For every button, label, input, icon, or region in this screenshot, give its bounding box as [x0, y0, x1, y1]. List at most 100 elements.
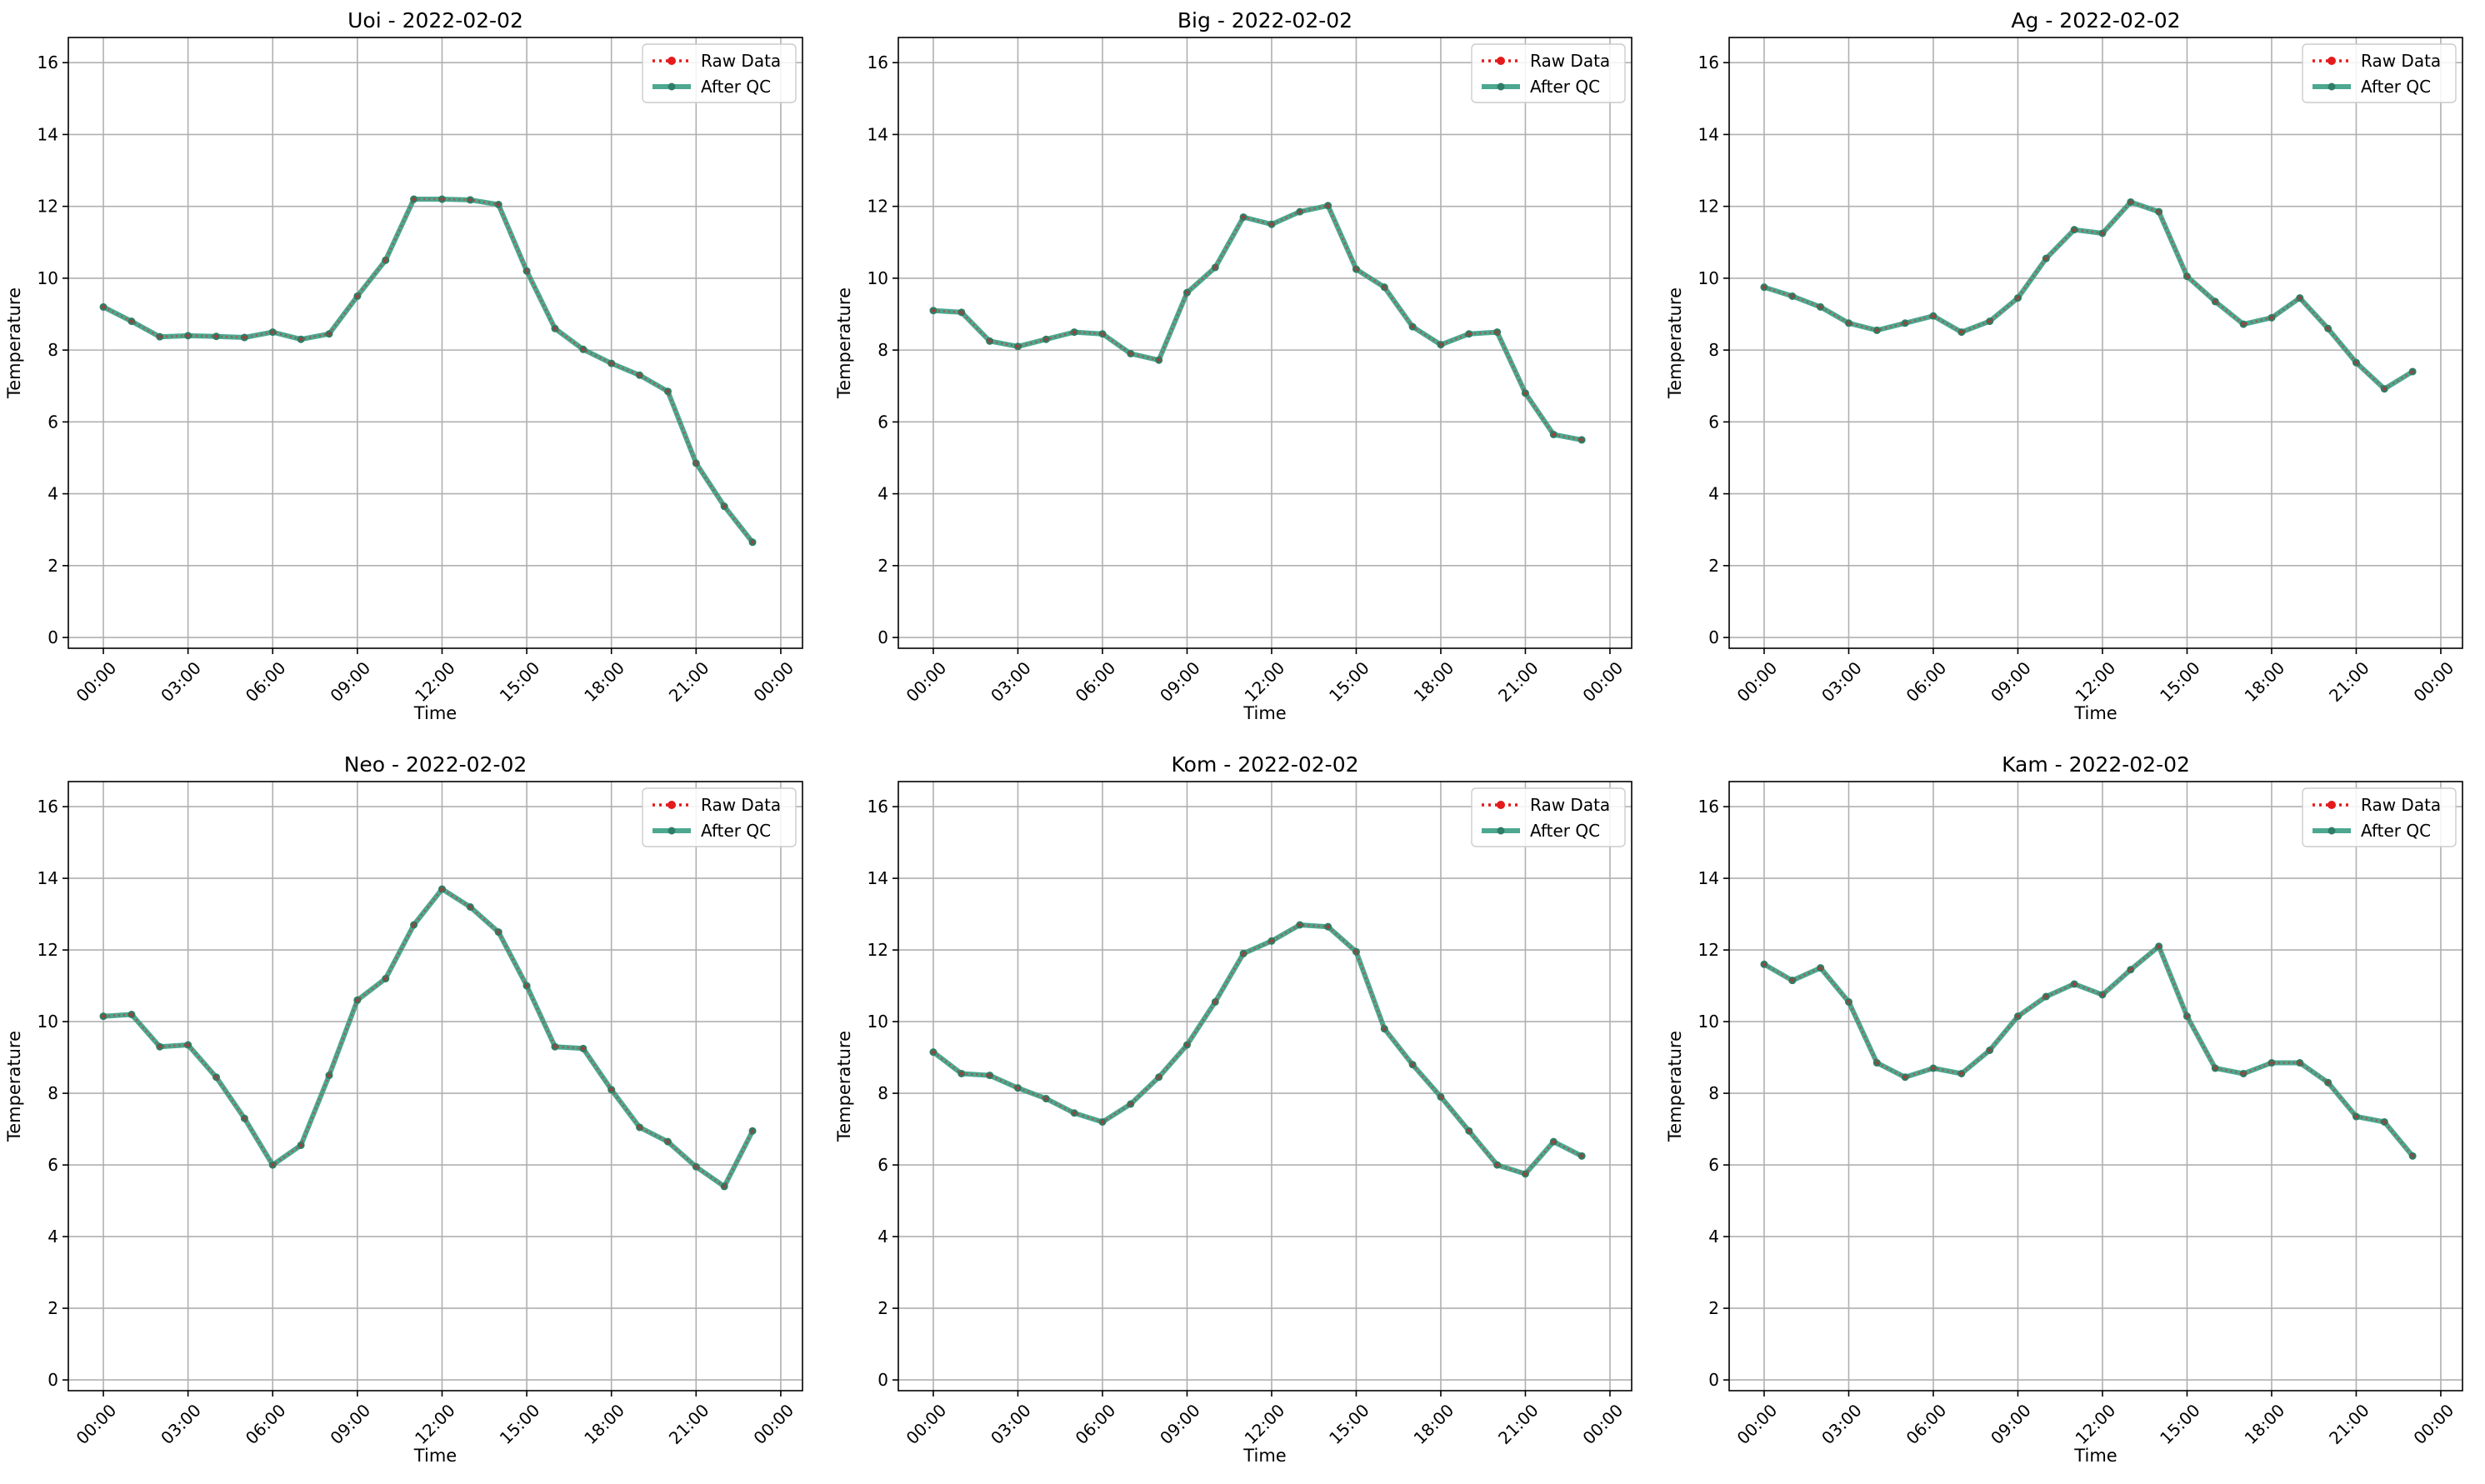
data-point-raw-data: [1552, 1139, 1556, 1144]
data-point-raw-data: [1269, 222, 1274, 227]
data-point-raw-data: [694, 1165, 698, 1169]
data-point-raw-data: [468, 197, 472, 202]
chart-panel-2: 00:00 03:00 06:00 09:00 12:00 15:00 18:00 21:00…: [834, 8, 1632, 723]
data-point-after-qc: [353, 996, 362, 1004]
legend-label: After QC: [1530, 821, 1600, 841]
legend-marker-after-qc: [668, 82, 676, 91]
y-tick-label: 6: [48, 1155, 58, 1175]
data-point-raw-data: [2072, 227, 2077, 232]
legend: Raw Data After QC: [642, 43, 797, 103]
x-tick-label: 21:00: [665, 657, 713, 706]
data-point-raw-data: [2354, 361, 2358, 365]
data-point-raw-data: [412, 922, 416, 927]
data-point-raw-data: [2016, 296, 2020, 300]
y-tick-label: 6: [1708, 412, 1719, 432]
data-point-raw-data: [581, 1047, 586, 1051]
data-point-raw-data: [2157, 209, 2161, 214]
x-tick-label: 03:00: [1818, 1400, 1866, 1448]
data-point-raw-data: [1072, 330, 1077, 334]
x-tick-label: 21:00: [1494, 657, 1542, 706]
data-point-raw-data: [2241, 1072, 2246, 1076]
plot-area: [68, 782, 802, 1391]
data-point-raw-data: [2185, 1014, 2189, 1018]
legend-label: After QC: [2361, 77, 2431, 97]
y-tick-label: 10: [1698, 1012, 1719, 1032]
data-point-raw-data: [383, 258, 388, 262]
panel-title: Uoi - 2022-02-02: [348, 8, 523, 32]
data-point-after-qc: [2239, 1069, 2248, 1077]
data-point-after-qc: [1788, 977, 1797, 985]
y-tick-label: 6: [878, 1155, 888, 1175]
x-tick-label: 12:00: [1241, 657, 1289, 706]
data-point-after-qc: [1760, 960, 1768, 968]
y-tick-label: 4: [1708, 1227, 1719, 1247]
data-point-raw-data: [524, 983, 529, 988]
y-tick-label: 16: [868, 52, 888, 72]
data-point-raw-data: [2157, 944, 2161, 949]
data-point-raw-data: [2298, 296, 2302, 300]
data-point-after-qc: [2070, 226, 2078, 234]
series-line-raw-data: [102, 887, 754, 1188]
data-point-raw-data: [1269, 939, 1274, 943]
data-point-after-qc: [1013, 1084, 1022, 1092]
data-point-raw-data: [298, 1143, 303, 1147]
series-after-qc: [929, 921, 1586, 1178]
panel-title: Kom - 2022-02-02: [1172, 752, 1359, 777]
x-tick-label: 00:00: [749, 657, 798, 706]
data-point-raw-data: [1762, 285, 1767, 289]
plot-area: [1729, 37, 2462, 648]
data-point-raw-data: [931, 1050, 936, 1054]
y-tick-label: 10: [868, 1012, 888, 1032]
legend-marker-raw-data: [668, 801, 676, 809]
y-tick-label: 4: [1708, 484, 1719, 504]
x-axis-label: Time: [1242, 1446, 1286, 1466]
data-point-raw-data: [1326, 203, 1330, 207]
data-point-raw-data: [1495, 330, 1499, 334]
data-point-raw-data: [1875, 328, 1879, 332]
data-point-after-qc: [1296, 921, 1304, 929]
axes-frame: [898, 37, 1632, 649]
data-point-raw-data: [2100, 992, 2105, 997]
panel-title: Kam - 2022-02-02: [2002, 752, 2190, 777]
x-tick-label: 00:00: [1733, 657, 1782, 706]
data-point-raw-data: [988, 1073, 992, 1077]
plot-area: [1729, 782, 2462, 1391]
data-point-raw-data: [440, 197, 444, 202]
data-point-after-qc: [929, 307, 938, 315]
y-tick-label: 12: [868, 940, 888, 960]
data-point-raw-data: [694, 461, 698, 466]
x-tick-label: 06:00: [242, 1400, 290, 1448]
data-point-raw-data: [1875, 1061, 1879, 1065]
data-point-raw-data: [1128, 1102, 1133, 1107]
data-point-raw-data: [186, 1042, 190, 1047]
y-tick-label: 14: [38, 124, 58, 144]
data-point-raw-data: [1988, 1048, 1992, 1052]
y-axis-label: Temperature: [834, 287, 854, 399]
x-tick-label: 21:00: [665, 1400, 713, 1448]
data-point-after-qc: [2268, 1059, 2276, 1067]
x-tick-label: 06:00: [1072, 657, 1120, 706]
axes-frame: [68, 781, 803, 1392]
y-tick-label: 12: [1698, 940, 1719, 960]
data-point-raw-data: [412, 197, 416, 202]
data-point-raw-data: [1552, 432, 1556, 437]
y-tick-label: 6: [48, 412, 58, 432]
y-tick-label: 16: [868, 797, 888, 817]
data-point-raw-data: [1467, 1129, 1471, 1133]
data-point-raw-data: [2213, 299, 2218, 304]
data-point-raw-data: [2382, 387, 2387, 391]
y-tick-label: 16: [1698, 797, 1719, 817]
series-line-raw-data: [932, 204, 1582, 442]
plot-area: [68, 37, 802, 648]
x-tick-label: 00:00: [1579, 657, 1628, 706]
data-point-raw-data: [1579, 1154, 1584, 1158]
data-point-after-qc: [240, 1114, 248, 1122]
x-tick-label: 03:00: [987, 657, 1035, 706]
data-point-raw-data: [666, 389, 670, 393]
x-tick-label: 15:00: [1325, 657, 1373, 706]
x-tick-label: 00:00: [2410, 1400, 2458, 1448]
data-point-after-qc: [579, 345, 588, 353]
y-tick-label: 0: [48, 627, 58, 647]
panel-title: Neo - 2022-02-02: [344, 752, 528, 777]
data-point-raw-data: [2354, 1114, 2358, 1119]
